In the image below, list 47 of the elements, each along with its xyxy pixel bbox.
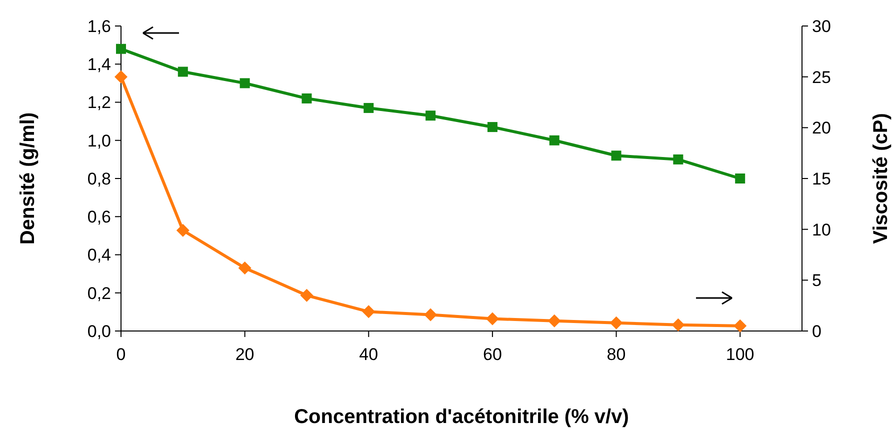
point bbox=[487, 122, 498, 132]
point bbox=[302, 93, 312, 104]
point bbox=[673, 154, 684, 164]
y-tick-label: 0,8 bbox=[87, 169, 111, 188]
y-tick-label: 1,4 bbox=[87, 55, 111, 74]
point bbox=[114, 70, 128, 84]
y-tick-label: 0,2 bbox=[87, 284, 111, 303]
point bbox=[426, 110, 436, 121]
point bbox=[486, 312, 499, 326]
y-tick-label: 0,0 bbox=[87, 322, 111, 341]
x-tick-label: 40 bbox=[359, 345, 378, 364]
y2-tick-label: 25 bbox=[812, 68, 831, 87]
point bbox=[672, 318, 685, 332]
x-tick-label: 0 bbox=[116, 345, 126, 364]
y2-axis-title: Viscosité (cP) bbox=[870, 113, 892, 244]
point bbox=[734, 319, 747, 332]
y-tick-label: 0,4 bbox=[87, 246, 111, 265]
point bbox=[238, 261, 252, 274]
point bbox=[735, 174, 746, 184]
y-tick-label: 1,0 bbox=[87, 131, 111, 150]
x-axis-title: Concentration d'acétonitrile (% v/v) bbox=[294, 406, 629, 428]
x-tick-label: 20 bbox=[235, 345, 254, 364]
point bbox=[176, 224, 190, 237]
y2-tick-label: 0 bbox=[812, 322, 822, 341]
point bbox=[300, 288, 314, 302]
point bbox=[548, 314, 561, 328]
x-tick-label: 80 bbox=[606, 345, 626, 364]
y2-tick-label: 20 bbox=[812, 118, 831, 138]
x-tick-label: 100 bbox=[726, 345, 754, 364]
point bbox=[611, 150, 622, 161]
point bbox=[424, 308, 438, 322]
y-tick-label: 0,6 bbox=[87, 208, 111, 227]
point bbox=[240, 78, 250, 88]
y2-tick-label: 30 bbox=[812, 16, 831, 36]
point bbox=[116, 44, 126, 54]
y2-tick-label: 5 bbox=[812, 271, 822, 290]
y-axis-title: Densité (g/ml) bbox=[17, 112, 39, 245]
y-tick-label: 1,6 bbox=[87, 16, 111, 36]
y-tick-label: 1,2 bbox=[87, 93, 111, 112]
point bbox=[178, 66, 188, 77]
point bbox=[549, 135, 560, 146]
point bbox=[610, 316, 623, 330]
x-tick-label: 60 bbox=[482, 345, 502, 364]
y2-tick-label: 10 bbox=[812, 220, 831, 240]
point bbox=[362, 305, 376, 318]
y2-tick-label: 15 bbox=[812, 169, 831, 188]
point bbox=[364, 102, 374, 113]
